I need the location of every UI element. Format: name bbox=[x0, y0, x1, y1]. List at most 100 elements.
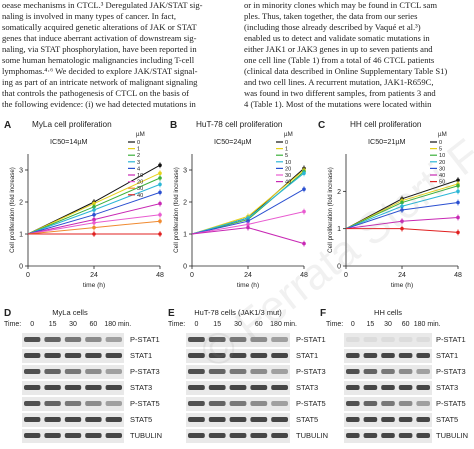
ic50-annotation: IC50=24µM bbox=[214, 137, 252, 146]
x-tick-label: 48 bbox=[156, 272, 164, 279]
western-blot-panels: D MyLa cells Time: 0 15 30 60 180 min. P-STAT1 ST… bbox=[4, 308, 468, 443]
protein-band bbox=[398, 401, 413, 406]
protein-band bbox=[188, 369, 205, 374]
ic50-annotation: IC50=14µM bbox=[50, 137, 88, 146]
text-line: enabled us to detect and validate somati… bbox=[244, 33, 430, 44]
protein-band bbox=[229, 369, 247, 374]
legend-label: 0 bbox=[439, 140, 442, 146]
protein-band bbox=[363, 385, 378, 390]
protein-band bbox=[85, 401, 102, 406]
protein-band bbox=[346, 401, 360, 406]
legend-label: 10 bbox=[285, 160, 291, 166]
ic50-annotation: IC50=21µM bbox=[368, 137, 406, 146]
text-line: naling, via STAT phosphorylation, have b… bbox=[2, 44, 197, 55]
data-point bbox=[158, 190, 162, 195]
protein-band bbox=[229, 353, 247, 358]
panel-letter: B bbox=[170, 120, 177, 131]
blot-row-label: STAT1 bbox=[436, 351, 458, 360]
x-axis-label: time (h) bbox=[237, 282, 259, 289]
text-line: some human hematologic malignancies incl… bbox=[2, 55, 195, 66]
data-point bbox=[456, 178, 460, 182]
blot-row-label: P-STAT3 bbox=[436, 367, 466, 376]
protein-band bbox=[398, 433, 413, 438]
data-point bbox=[158, 201, 162, 206]
protein-band bbox=[363, 369, 378, 374]
protein-band bbox=[208, 433, 226, 438]
protein-band bbox=[24, 417, 41, 422]
protein-band bbox=[208, 337, 226, 342]
y-tick-label: 2 bbox=[183, 200, 187, 207]
chart-title: MyLa cell proliferation bbox=[32, 120, 112, 129]
protein-band bbox=[416, 353, 430, 358]
data-point bbox=[302, 241, 306, 246]
time-point-label: 60 bbox=[90, 321, 98, 328]
y-axis-label: Cell proliferation (fold increase) bbox=[173, 167, 180, 253]
time-point-label: 30 bbox=[384, 321, 392, 328]
protein-band bbox=[363, 337, 378, 342]
text-line: either JAK1 or JAK3 genes in up to seven… bbox=[244, 44, 433, 55]
data-point bbox=[92, 205, 96, 209]
legend-label: 20 bbox=[285, 166, 291, 172]
protein-band bbox=[188, 401, 205, 406]
legend-label: 4 bbox=[137, 166, 140, 172]
protein-band bbox=[398, 353, 413, 358]
protein-band bbox=[381, 401, 395, 406]
data-point bbox=[302, 171, 306, 175]
blot-panel-d: D MyLa cells Time: 0 15 30 60 180 min. P-STAT1 ST… bbox=[4, 308, 162, 443]
time-point-label: 15 bbox=[367, 321, 375, 328]
protein-band bbox=[44, 337, 61, 342]
protein-band bbox=[208, 401, 226, 406]
protein-band bbox=[363, 433, 378, 438]
x-tick-label: 24 bbox=[90, 272, 98, 279]
data-point bbox=[158, 232, 162, 236]
time-point-label: 0 bbox=[194, 321, 198, 328]
x-tick-label: 24 bbox=[398, 272, 406, 279]
time-label: Time: bbox=[4, 321, 21, 328]
data-point bbox=[246, 216, 250, 220]
time-point-label: 15 bbox=[49, 321, 57, 328]
time-point-label: 15 bbox=[213, 321, 221, 328]
legend-label: 10 bbox=[439, 153, 445, 159]
blot-row-label: P-STAT3 bbox=[296, 367, 326, 376]
blot-row-label: P-STAT1 bbox=[436, 335, 466, 344]
data-point bbox=[302, 209, 306, 214]
blot-row-label: P-STAT1 bbox=[296, 335, 326, 344]
protein-band bbox=[398, 385, 413, 390]
text-line: oease mechanisms in CTCL.³ Deregulated J… bbox=[2, 0, 203, 10]
text-line: ples. Thus, taken together, the data fro… bbox=[244, 11, 418, 22]
y-tick-label: 0 bbox=[183, 264, 187, 271]
data-point bbox=[92, 213, 96, 217]
protein-band bbox=[105, 353, 122, 358]
protein-band bbox=[346, 433, 360, 438]
data-point bbox=[302, 187, 306, 191]
protein-band bbox=[24, 337, 41, 342]
protein-band bbox=[229, 433, 247, 438]
chart-title: HH cell proliferation bbox=[350, 120, 422, 129]
protein-band bbox=[346, 417, 360, 422]
data-point bbox=[92, 217, 96, 222]
blot-row-label: STAT3 bbox=[296, 383, 318, 392]
legend-label: 0 bbox=[137, 140, 140, 146]
protein-band bbox=[64, 385, 82, 390]
blot-row-label: STAT5 bbox=[130, 415, 152, 424]
data-point bbox=[158, 219, 162, 223]
data-point bbox=[92, 208, 96, 212]
blot-row-label: TUBULIN bbox=[436, 431, 468, 440]
data-point bbox=[400, 200, 404, 205]
y-tick-label: 2 bbox=[337, 189, 341, 196]
legend-label: 40 bbox=[439, 173, 445, 179]
protein-band bbox=[250, 433, 268, 438]
protein-band bbox=[208, 353, 226, 358]
protein-band bbox=[64, 369, 82, 374]
protein-band bbox=[208, 417, 226, 422]
protein-band bbox=[416, 369, 430, 374]
time-label: Time: bbox=[168, 321, 185, 328]
data-point bbox=[456, 230, 460, 235]
protein-band bbox=[271, 353, 288, 358]
protein-band bbox=[271, 401, 288, 406]
blot-row-label: P-STAT5 bbox=[436, 399, 466, 408]
protein-band bbox=[381, 417, 395, 422]
protein-band bbox=[105, 401, 122, 406]
text-line: was found in two different samples, from… bbox=[244, 88, 436, 99]
